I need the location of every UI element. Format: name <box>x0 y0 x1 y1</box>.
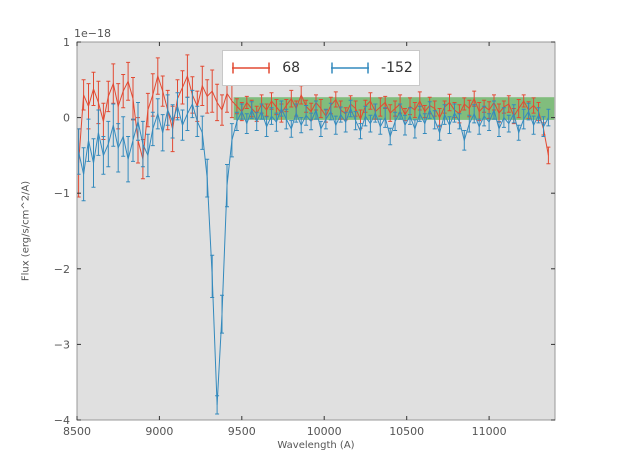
svg-text:9500: 9500 <box>228 425 256 438</box>
legend-entry-series-68: 68 <box>229 59 300 77</box>
svg-text:8500: 8500 <box>63 425 91 438</box>
y-axis-label: Flux (erg/s/cm^2/A) <box>20 180 32 282</box>
svg-text:−1: −1 <box>54 187 70 200</box>
errorbar-sample-blue-icon <box>331 62 370 74</box>
svg-text:9000: 9000 <box>145 425 173 438</box>
legend-label-neg152: -152 <box>381 60 413 76</box>
legend-entry-series-neg152: -152 <box>328 59 413 77</box>
svg-text:−3: −3 <box>54 338 70 351</box>
errorbar-sample-red-icon <box>232 62 271 74</box>
svg-text:0: 0 <box>63 112 70 125</box>
svg-text:−2: −2 <box>54 263 70 276</box>
legend-label-68: 68 <box>282 60 301 76</box>
svg-text:11000: 11000 <box>472 425 507 438</box>
legend: 68 -152 <box>222 50 420 86</box>
y-axis-offset-text: 1e−18 <box>74 27 111 40</box>
x-axis-label: Wavelength (A) <box>277 440 355 451</box>
svg-text:−4: −4 <box>54 414 70 427</box>
svg-text:1: 1 <box>63 36 70 49</box>
svg-text:10500: 10500 <box>389 425 424 438</box>
svg-text:10000: 10000 <box>307 425 342 438</box>
